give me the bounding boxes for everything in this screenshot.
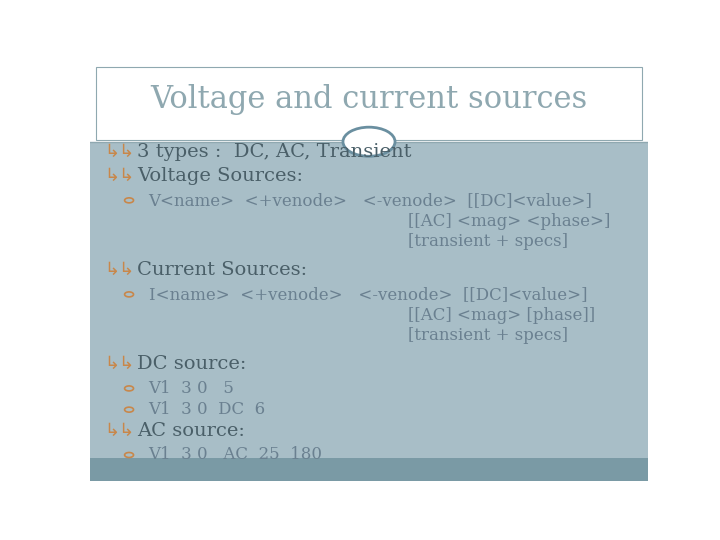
Text: [[AC] <mag> [phase]]: [[AC] <mag> [phase]] [408, 307, 595, 324]
Text: 3 types :  DC, AC, Transient: 3 types : DC, AC, Transient [138, 143, 412, 161]
Text: [transient + specs]: [transient + specs] [408, 233, 568, 250]
Ellipse shape [343, 127, 395, 156]
Text: [transient + specs]: [transient + specs] [408, 327, 568, 344]
Bar [90, 458, 648, 481]
Text: Voltage and current sources: Voltage and current sources [150, 84, 588, 114]
Text: ↳↳: ↳↳ [104, 143, 134, 161]
Text: Current Sources:: Current Sources: [138, 261, 307, 279]
Text: V1  3 0  DC  6: V1 3 0 DC 6 [148, 401, 266, 418]
Text: I<name>  <+venode>   <-venode>  [[DC]<value>]: I<name> <+venode> <-venode> [[DC]<value>… [148, 286, 587, 303]
Text: V<name>  <+venode>   <-venode>  [[DC]<value>]: V<name> <+venode> <-venode> [[DC]<value>… [148, 192, 593, 209]
Text: ↳↳: ↳↳ [104, 422, 134, 440]
Text: AC source:: AC source: [138, 422, 246, 440]
Text: ↳↳: ↳↳ [104, 167, 134, 185]
Text: [[AC] <mag> <phase>]: [[AC] <mag> <phase>] [408, 213, 611, 230]
Bar [90, 141, 648, 458]
Text: DC source:: DC source: [138, 355, 247, 373]
Text: V1  3 0   5: V1 3 0 5 [148, 380, 235, 397]
Text: ↳↳: ↳↳ [104, 261, 134, 279]
Text: V1  3 0   AC  25  180: V1 3 0 AC 25 180 [148, 447, 323, 463]
Bar [90, 65, 648, 141]
Text: ↳↳: ↳↳ [104, 355, 134, 373]
Text: Voltage Sources:: Voltage Sources: [138, 167, 303, 185]
Bar [96, 67, 642, 140]
